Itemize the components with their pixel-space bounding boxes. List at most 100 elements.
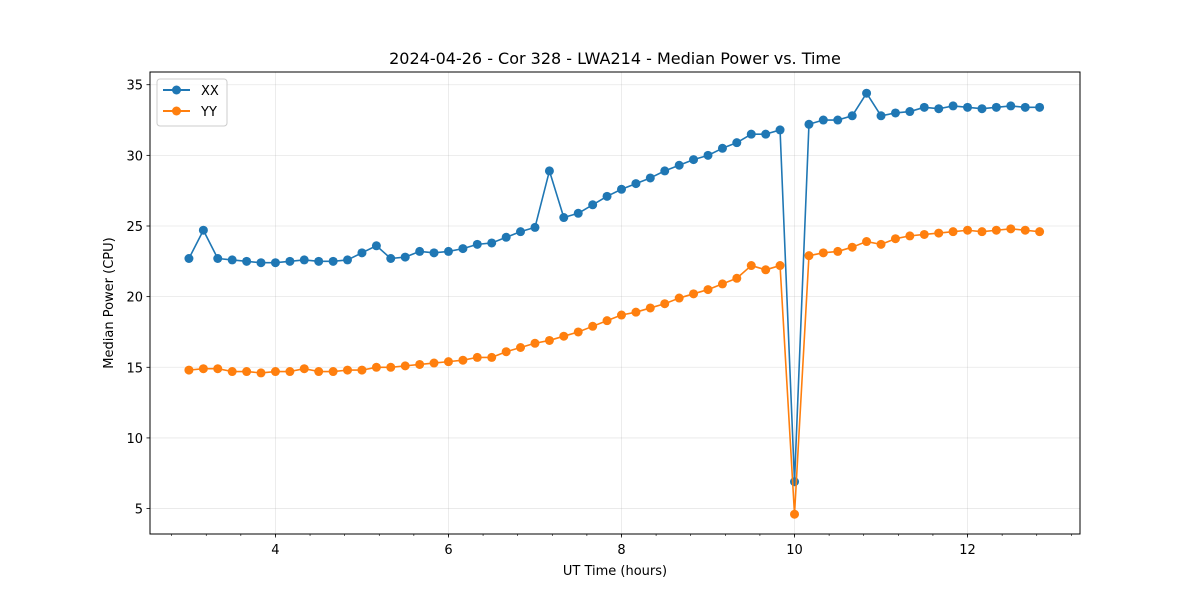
data-point-xx <box>415 246 425 256</box>
data-point-yy <box>991 225 1001 235</box>
data-point-yy <box>184 365 194 375</box>
data-point-xx <box>242 256 252 266</box>
data-point-xx <box>328 256 338 266</box>
y-tick-label: 35 <box>126 79 143 94</box>
data-point-yy <box>544 335 554 345</box>
data-point-xx <box>429 248 439 258</box>
data-point-xx <box>977 104 987 114</box>
x-tick-label: 12 <box>959 543 976 558</box>
data-point-xx <box>400 252 410 262</box>
data-point-yy <box>588 321 598 331</box>
data-point-yy <box>905 231 915 241</box>
legend-marker-xx <box>172 85 181 95</box>
data-point-xx <box>761 129 771 139</box>
x-axis-label: UT Time (hours) <box>563 564 667 579</box>
legend-label-xx: XX <box>201 84 219 99</box>
data-point-yy <box>833 246 843 256</box>
x-tick-label: 4 <box>271 543 279 558</box>
data-point-xx <box>674 160 684 170</box>
y-tick-label: 30 <box>126 149 143 164</box>
data-point-yy <box>559 331 569 341</box>
data-point-yy <box>847 242 857 252</box>
data-point-yy <box>717 279 727 289</box>
data-point-xx <box>775 125 785 135</box>
data-point-yy <box>242 367 252 377</box>
y-axis: 5 10 15 20 25 30 35 <box>126 79 150 518</box>
data-point-yy <box>400 361 410 371</box>
data-point-xx <box>1020 102 1030 112</box>
data-point-yy <box>934 228 944 238</box>
data-point-yy <box>1020 225 1030 235</box>
series-yy <box>184 224 1045 519</box>
data-point-xx <box>919 102 929 112</box>
y-tick-label: 20 <box>126 291 143 306</box>
data-point-yy <box>429 358 439 368</box>
data-point-yy <box>732 273 742 283</box>
data-point-xx <box>963 102 973 112</box>
data-point-yy <box>746 261 756 271</box>
data-point-yy <box>573 327 583 337</box>
data-point-yy <box>818 248 828 258</box>
data-point-yy <box>876 239 886 249</box>
data-point-yy <box>371 362 381 372</box>
data-point-yy <box>501 347 511 357</box>
data-point-xx <box>732 138 742 148</box>
data-point-yy <box>977 227 987 237</box>
data-point-xx <box>602 191 612 201</box>
data-point-yy <box>1006 224 1016 234</box>
y-tick-label: 10 <box>126 432 143 447</box>
series-xx <box>184 88 1045 487</box>
data-point-xx <box>616 184 626 194</box>
data-point-xx <box>314 256 324 266</box>
data-point-yy <box>948 227 958 237</box>
data-point-xx <box>285 256 295 266</box>
data-point-xx <box>516 227 526 237</box>
data-point-xx <box>717 143 727 153</box>
data-point-xx <box>184 253 194 263</box>
data-point-xx <box>213 253 223 263</box>
data-point-yy <box>631 307 641 317</box>
data-point-xx <box>746 129 756 139</box>
data-point-yy <box>343 365 353 375</box>
data-point-xx <box>890 108 900 118</box>
data-point-xx <box>573 208 583 218</box>
x-tick-label: 6 <box>444 543 452 558</box>
data-point-yy <box>804 251 814 261</box>
data-point-yy <box>443 357 453 367</box>
data-point-yy <box>890 234 900 244</box>
data-point-xx <box>862 88 872 98</box>
data-point-yy <box>328 367 338 377</box>
data-point-xx <box>818 115 828 125</box>
data-point-yy <box>270 367 280 377</box>
y-axis-label: Median Power (CPU) <box>102 237 117 368</box>
data-point-xx <box>991 102 1001 112</box>
data-point-yy <box>703 285 713 295</box>
data-point-xx <box>386 253 396 263</box>
data-point-yy <box>415 359 425 369</box>
data-point-xx <box>1035 102 1045 112</box>
data-point-xx <box>1006 101 1016 111</box>
data-point-yy <box>602 316 612 326</box>
data-point-xx <box>299 255 309 265</box>
y-tick-label: 15 <box>126 361 143 376</box>
data-point-yy <box>790 509 800 519</box>
data-point-yy <box>299 364 309 374</box>
y-tick-label: 5 <box>135 503 143 518</box>
data-point-yy <box>516 343 526 353</box>
data-point-yy <box>689 289 699 299</box>
data-point-xx <box>631 179 641 189</box>
data-point-xx <box>934 104 944 114</box>
data-point-yy <box>660 299 670 309</box>
data-point-yy <box>386 362 396 372</box>
data-point-yy <box>862 237 872 247</box>
legend-label-yy: YY <box>200 105 217 120</box>
data-point-xx <box>270 258 280 268</box>
data-point-xx <box>833 115 843 125</box>
data-point-xx <box>227 255 237 265</box>
data-point-xx <box>443 246 453 256</box>
data-point-yy <box>227 367 237 377</box>
series-layer <box>184 88 1045 519</box>
data-point-yy <box>963 225 973 235</box>
data-point-yy <box>1035 227 1045 237</box>
